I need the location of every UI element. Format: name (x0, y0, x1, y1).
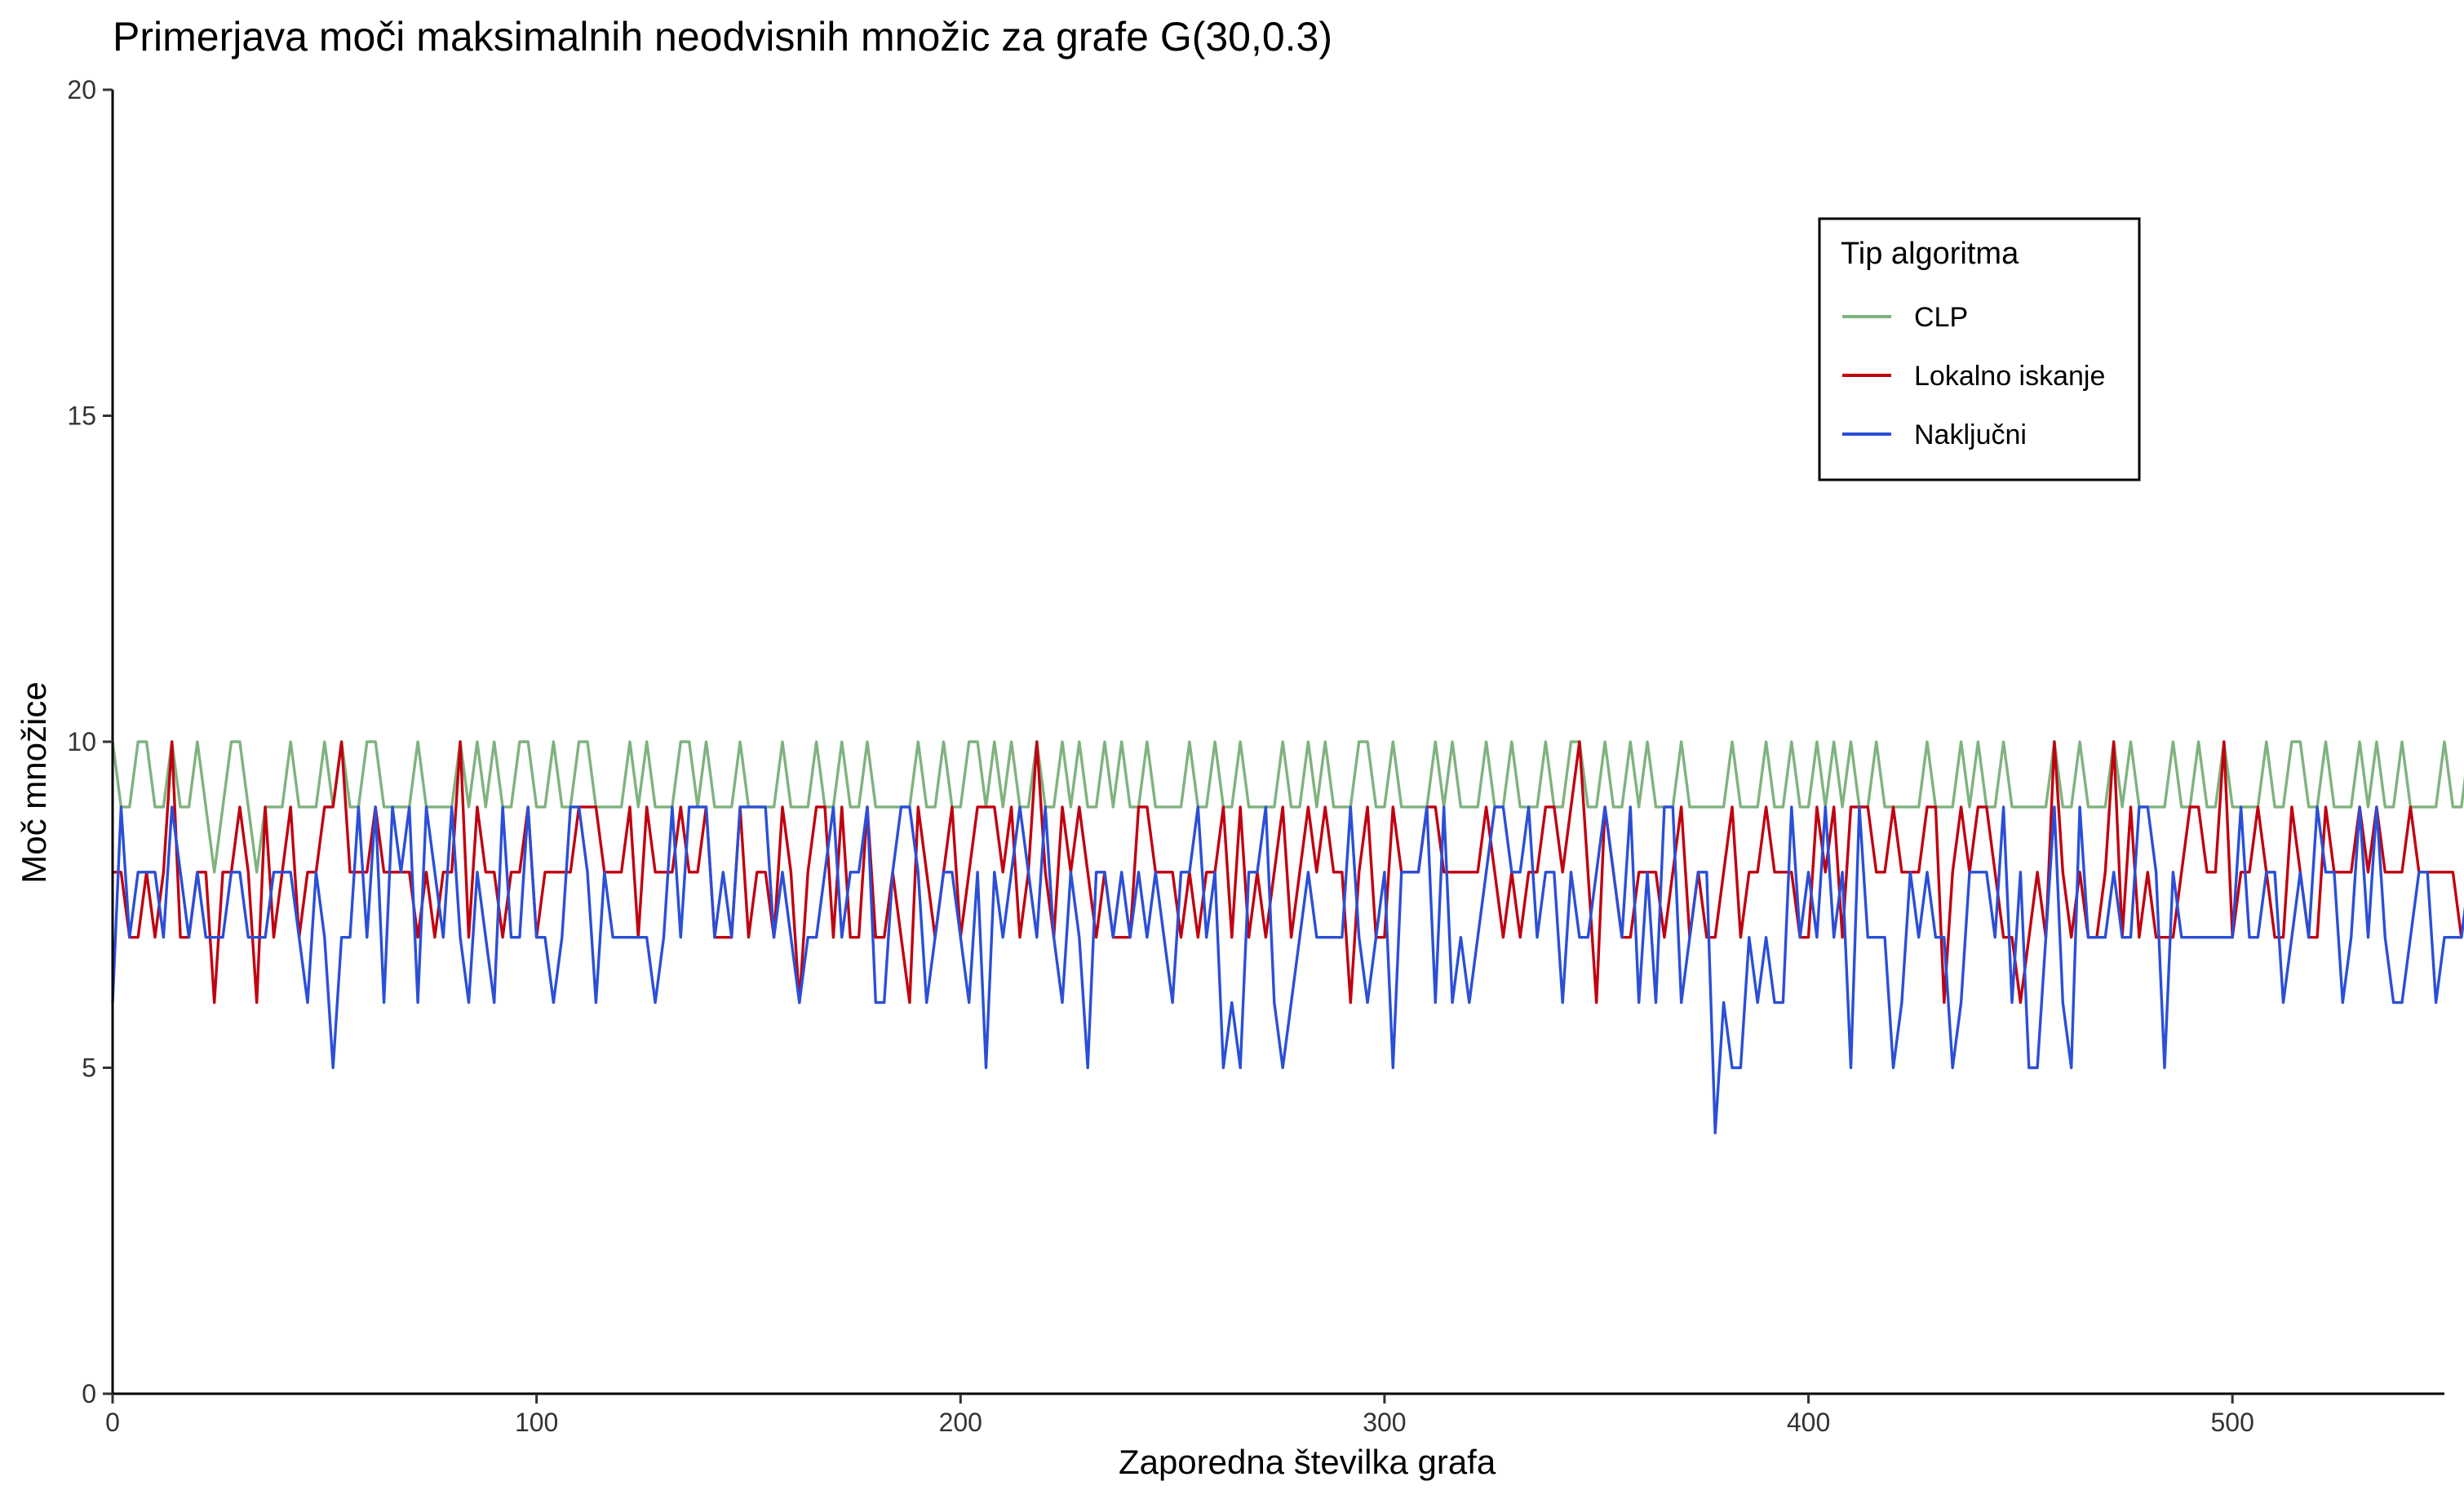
y-axis-title: Moč množice (15, 681, 53, 883)
y-tick-label: 10 (67, 727, 96, 756)
x-axis-title: Zaporedna številka grafa (1119, 1443, 1496, 1481)
x-tick-label: 400 (1787, 1408, 1830, 1437)
legend-label: CLP (1914, 302, 1968, 333)
series-line-0 (111, 740, 2464, 874)
y-tick-label: 5 (82, 1053, 96, 1083)
y-tick-label: 20 (67, 75, 96, 104)
legend: Tip algoritma CLP Lokalno iskanje Naključn… (1818, 217, 2141, 481)
legend-label: Naključni (1914, 419, 2027, 450)
x-tick-label: 200 (939, 1408, 982, 1437)
legend-label: Lokalno iskanje (1914, 361, 2105, 392)
plot-lines (111, 740, 2464, 1135)
x-tick-label: 100 (515, 1408, 558, 1437)
x-tick-label: 500 (2210, 1408, 2253, 1437)
chart-title: Primerjava moči maksimalnih neodvisnih m… (113, 14, 1332, 60)
x-tick-label: 300 (1363, 1408, 1406, 1437)
legend-items: CLP Lokalno iskanje Naključni (1842, 302, 2105, 450)
x-tick-label: 0 (105, 1408, 120, 1437)
y-tick-label: 15 (67, 401, 96, 431)
ticks: 0 100 200 300 400 500 0 5 10 15 20 (67, 75, 2253, 1437)
y-tick-label: 0 (82, 1379, 96, 1408)
series-line-2 (111, 805, 2464, 1135)
legend-box (1818, 217, 2141, 481)
legend-title: Tip algoritma (1841, 237, 2019, 271)
